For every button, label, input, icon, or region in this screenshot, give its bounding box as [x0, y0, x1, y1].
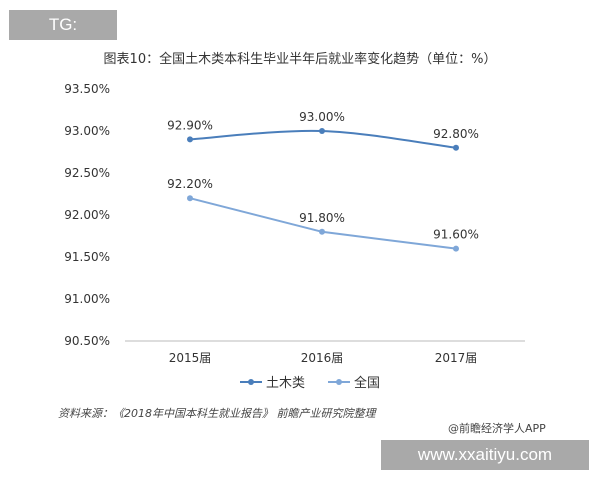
credit: @前瞻经济学人APP	[448, 422, 546, 435]
data-label: 92.20%	[167, 177, 213, 191]
data-point	[187, 195, 193, 202]
data-label: 92.80%	[433, 127, 479, 141]
data-point	[319, 228, 325, 235]
data-label: 92.90%	[167, 118, 213, 132]
y-tick-label: 93.50%	[64, 82, 110, 96]
x-tick-label: 2015届	[169, 351, 212, 365]
x-tick-label: 2016届	[301, 351, 344, 365]
y-tick-label: 92.00%	[64, 208, 110, 222]
y-tick-label: 92.50%	[64, 166, 110, 180]
source-note: 资料来源：《2018年中国本科生就业报告》 前瞻产业研究院整理	[58, 407, 376, 420]
data-label: 93.00%	[299, 110, 345, 124]
data-label: 91.60%	[433, 228, 479, 242]
x-tick-label: 2017届	[435, 351, 478, 365]
y-tick-label: 93.00%	[64, 124, 110, 138]
legend-marker	[336, 379, 342, 385]
data-label: 91.80%	[299, 211, 345, 225]
legend-label: 全国	[354, 375, 380, 391]
legend-marker	[248, 379, 254, 385]
y-tick-label: 90.50%	[64, 334, 110, 348]
data-point	[187, 136, 193, 143]
y-tick-label: 91.00%	[64, 292, 110, 306]
y-tick-label: 91.50%	[64, 250, 110, 264]
chart-title: 图表10：全国土木类本科生毕业半年后就业率变化趋势（单位：%）	[103, 52, 497, 67]
watermark-top: TG: MYYJJPP	[9, 10, 117, 64]
legend-label: 土木类	[266, 376, 305, 391]
data-point	[453, 245, 459, 252]
data-point	[453, 144, 459, 151]
watermark-bottom: www.xxaitiyu.com	[381, 440, 589, 470]
data-point	[319, 128, 325, 134]
